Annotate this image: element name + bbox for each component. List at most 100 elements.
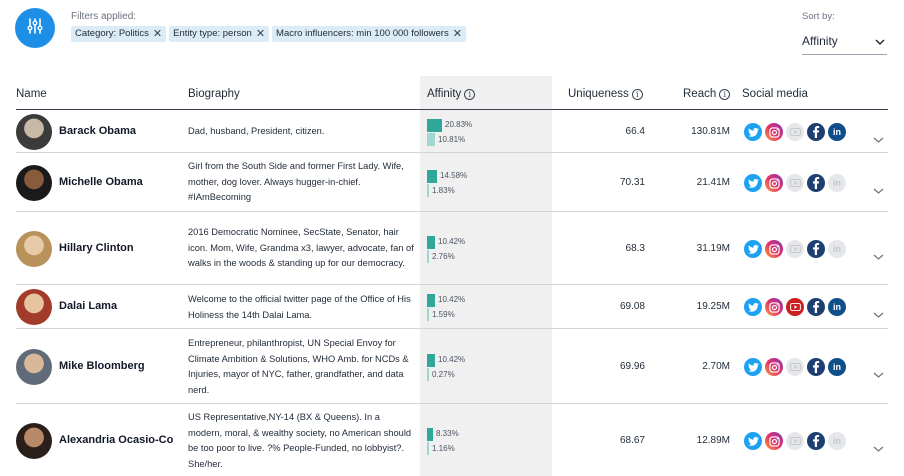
- twitter-icon[interactable]: [744, 298, 762, 316]
- facebook-icon[interactable]: [807, 432, 825, 450]
- twitter-icon[interactable]: [744, 240, 762, 258]
- table-row[interactable]: Barack Obama Dad, husband, President, ci…: [16, 110, 888, 153]
- facebook-icon[interactable]: [807, 123, 825, 141]
- influencer-name[interactable]: Alexandria Ocasio-Co: [59, 434, 174, 446]
- youtube-icon[interactable]: [786, 358, 804, 376]
- expand-chevron-icon[interactable]: [873, 130, 884, 148]
- twitter-icon[interactable]: [744, 432, 762, 450]
- instagram-icon[interactable]: [765, 432, 783, 450]
- linkedin-icon[interactable]: in: [828, 298, 846, 316]
- affinity-value: 10.42%: [438, 237, 466, 246]
- twitter-icon[interactable]: [744, 174, 762, 192]
- biography-text: Welcome to the official twitter page of …: [188, 294, 411, 320]
- expand-chevron-icon[interactable]: [873, 439, 884, 457]
- facebook-icon[interactable]: [807, 358, 825, 376]
- affinity-bar-primary: [427, 354, 435, 367]
- influencer-name[interactable]: Michelle Obama: [59, 176, 143, 188]
- filter-button[interactable]: [15, 8, 55, 48]
- biography-text: Dad, husband, President, citizen.: [188, 126, 325, 136]
- expand-chevron-icon[interactable]: [873, 305, 884, 323]
- youtube-icon[interactable]: [786, 240, 804, 258]
- close-icon[interactable]: ✕: [255, 28, 266, 40]
- affinity-cell: 8.33% 1.16%: [426, 428, 486, 456]
- twitter-icon[interactable]: [744, 123, 762, 141]
- table-row[interactable]: Dalai Lama Welcome to the official twitt…: [16, 285, 888, 329]
- uniqueness-value: 69.96: [619, 361, 645, 372]
- youtube-icon[interactable]: [786, 123, 804, 141]
- affinity-value: 10.42%: [438, 295, 466, 304]
- affinity-cell: 10.42% 1.59%: [426, 294, 486, 322]
- column-header-uniqueness[interactable]: Uniqueness i: [568, 88, 643, 100]
- youtube-icon[interactable]: [786, 432, 804, 450]
- close-icon[interactable]: ✕: [152, 28, 163, 40]
- filter-chip[interactable]: Macro influencers: min 100 000 followers…: [272, 26, 466, 42]
- filter-chip[interactable]: Entity type: person ✕: [169, 26, 270, 42]
- facebook-icon[interactable]: [807, 298, 825, 316]
- affinity-secondary-value: 0.27%: [432, 370, 455, 379]
- affinity-column-highlight: [420, 76, 552, 476]
- instagram-icon[interactable]: [765, 358, 783, 376]
- close-icon[interactable]: ✕: [452, 28, 462, 40]
- affinity-bar-primary: [427, 428, 433, 441]
- reach-value: 12.89M: [696, 435, 730, 446]
- affinity-bar-secondary: [427, 133, 435, 146]
- instagram-icon[interactable]: [765, 298, 783, 316]
- linkedin-icon[interactable]: in: [828, 358, 846, 376]
- avatar[interactable]: [16, 423, 52, 459]
- linkedin-icon[interactable]: in: [828, 123, 846, 141]
- instagram-icon[interactable]: [765, 240, 783, 258]
- info-icon[interactable]: i: [631, 88, 643, 100]
- instagram-icon[interactable]: [765, 123, 783, 141]
- table-row[interactable]: Hillary Clinton 2016 Democratic Nominee,…: [16, 212, 888, 285]
- table-row[interactable]: Mike Bloomberg Entrepreneur, philanthrop…: [16, 329, 888, 404]
- avatar[interactable]: [16, 349, 52, 385]
- influencer-name[interactable]: Barack Obama: [59, 125, 137, 137]
- sliders-icon: [26, 17, 44, 40]
- avatar[interactable]: [16, 165, 52, 201]
- filter-chips: Category: Politics ✕ Entity type: person…: [71, 26, 466, 42]
- table-row[interactable]: Michelle Obama Girl from the South Side …: [16, 153, 888, 212]
- sort-dropdown[interactable]: Affinity: [802, 28, 887, 55]
- affinity-secondary-value: 1.16%: [432, 444, 455, 453]
- column-header-reach[interactable]: Reach i: [683, 88, 731, 100]
- linkedin-icon[interactable]: in: [828, 174, 846, 192]
- filter-chip[interactable]: Category: Politics ✕: [71, 26, 167, 42]
- facebook-icon[interactable]: [807, 174, 825, 192]
- column-header-social: Social media: [742, 88, 808, 100]
- social-media-links: in: [744, 358, 846, 376]
- affinity-bar-secondary: [427, 250, 429, 263]
- twitter-icon[interactable]: [744, 358, 762, 376]
- youtube-icon[interactable]: [786, 298, 804, 316]
- influencer-name[interactable]: Hillary Clinton: [59, 242, 134, 254]
- affinity-secondary-value: 1.59%: [432, 310, 455, 319]
- filters-label: Filters applied:: [71, 11, 137, 22]
- column-header-affinity[interactable]: Affinity i: [427, 88, 476, 100]
- affinity-bar-secondary: [427, 368, 429, 381]
- info-icon[interactable]: i: [719, 88, 731, 100]
- social-media-links: in: [744, 174, 846, 192]
- expand-chevron-icon[interactable]: [873, 181, 884, 199]
- avatar[interactable]: [16, 289, 52, 325]
- affinity-bar-primary: [427, 119, 442, 132]
- column-header-name[interactable]: Name: [16, 88, 47, 100]
- linkedin-icon[interactable]: in: [828, 240, 846, 258]
- instagram-icon[interactable]: [765, 174, 783, 192]
- social-media-links: in: [744, 123, 846, 141]
- expand-chevron-icon[interactable]: [873, 365, 884, 383]
- linkedin-icon[interactable]: in: [828, 432, 846, 450]
- avatar[interactable]: [16, 114, 52, 150]
- influencer-name[interactable]: Dalai Lama: [59, 300, 118, 312]
- affinity-cell: 10.42% 0.27%: [426, 354, 486, 382]
- avatar[interactable]: [16, 231, 52, 267]
- youtube-icon[interactable]: [786, 174, 804, 192]
- table-row[interactable]: Alexandria Ocasio-Co US Representative,N…: [16, 404, 888, 476]
- uniqueness-value: 66.4: [625, 126, 645, 137]
- column-header-biography[interactable]: Biography: [188, 88, 240, 100]
- info-icon[interactable]: i: [464, 88, 476, 100]
- biography-text: Girl from the South Side and former Firs…: [188, 161, 404, 202]
- affinity-cell: 10.42% 2.76%: [426, 236, 486, 264]
- influencer-name[interactable]: Mike Bloomberg: [59, 360, 145, 372]
- expand-chevron-icon[interactable]: [873, 247, 884, 265]
- facebook-icon[interactable]: [807, 240, 825, 258]
- sort-label: Sort by:: [802, 11, 835, 22]
